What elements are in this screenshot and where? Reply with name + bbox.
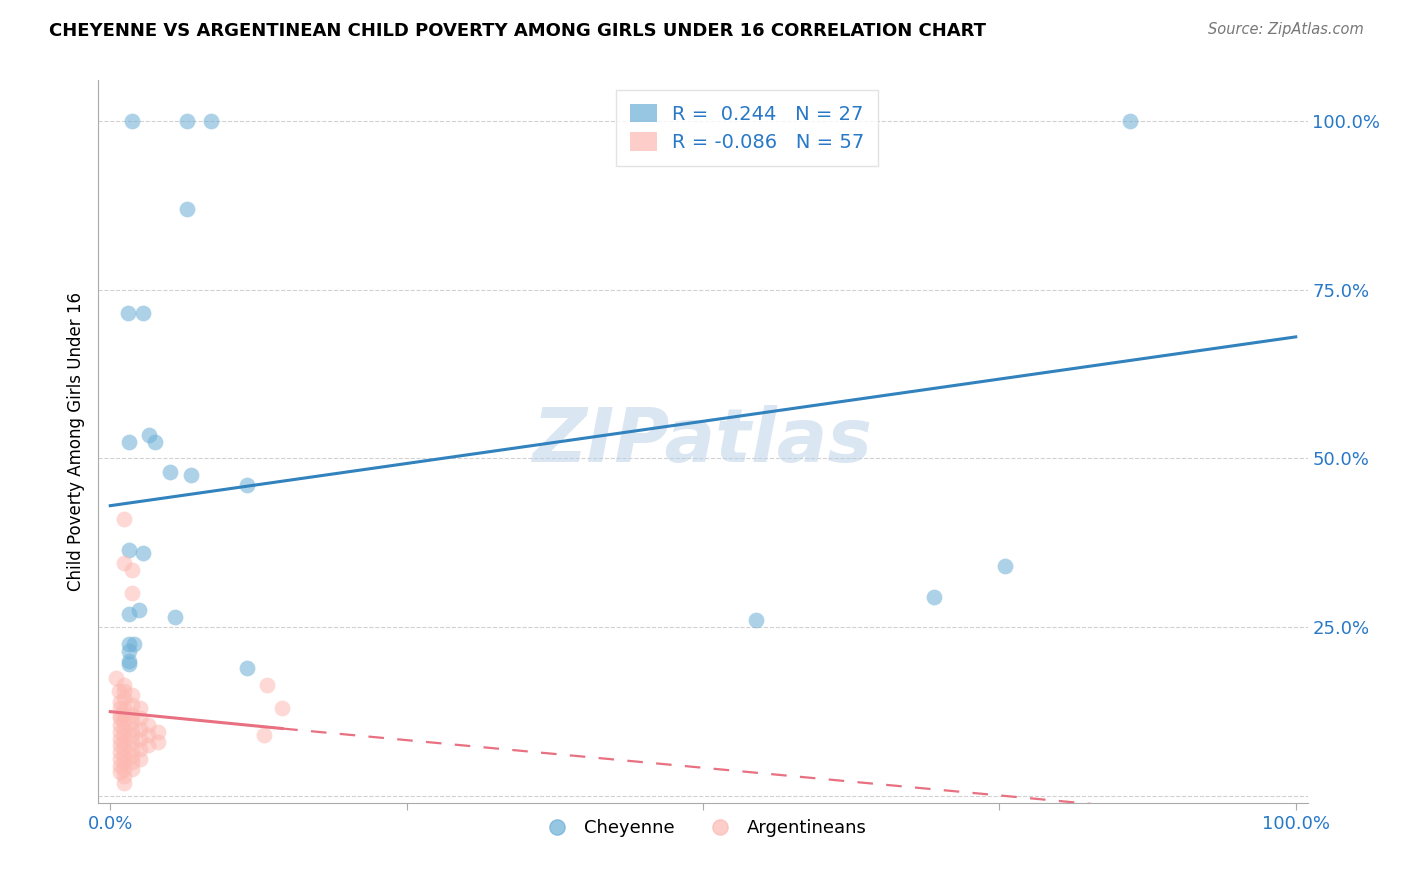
Point: [122, 637, 145, 651]
Point: [180, 468, 202, 483]
Point: [121, 728, 143, 742]
Point: [114, 556, 136, 570]
Point: [108, 765, 131, 780]
Point: [253, 728, 276, 742]
Point: [129, 731, 152, 746]
Point: [159, 465, 181, 479]
Point: [108, 694, 131, 708]
Point: [143, 434, 166, 449]
Point: [121, 698, 143, 712]
Point: [114, 741, 136, 756]
Point: [118, 637, 141, 651]
Point: [114, 691, 136, 706]
Point: [121, 722, 143, 736]
Point: [108, 708, 131, 723]
Point: [235, 478, 257, 492]
Point: [745, 614, 768, 628]
Point: [108, 731, 131, 746]
Point: [165, 610, 187, 624]
Point: [108, 739, 131, 753]
Point: [114, 701, 136, 715]
Point: [114, 512, 136, 526]
Point: [108, 711, 131, 725]
Point: [117, 306, 139, 320]
Point: [114, 775, 136, 789]
Point: [118, 434, 141, 449]
Point: [121, 762, 143, 776]
Point: [118, 607, 141, 621]
Point: [121, 756, 143, 770]
Point: [138, 427, 160, 442]
Point: [129, 711, 152, 725]
Point: [114, 735, 136, 749]
Point: [108, 725, 131, 739]
Legend: Cheyenne, Argentineans: Cheyenne, Argentineans: [531, 812, 875, 845]
Point: [121, 714, 143, 729]
Point: [271, 701, 294, 715]
Point: [114, 684, 136, 698]
Point: [114, 748, 136, 763]
Point: [128, 603, 150, 617]
Point: [129, 722, 152, 736]
Point: [114, 722, 136, 736]
Point: [118, 644, 141, 658]
Point: [114, 769, 136, 783]
Point: [121, 586, 143, 600]
Point: [107, 684, 129, 698]
Point: [121, 113, 143, 128]
Point: [146, 725, 169, 739]
Text: ZIPatlas: ZIPatlas: [533, 405, 873, 478]
Point: [118, 657, 141, 672]
Point: [121, 688, 143, 702]
Point: [994, 559, 1017, 574]
Text: CHEYENNE VS ARGENTINEAN CHILD POVERTY AMONG GIRLS UNDER 16 CORRELATION CHART: CHEYENNE VS ARGENTINEAN CHILD POVERTY AM…: [49, 22, 986, 40]
Point: [121, 563, 143, 577]
Point: [146, 735, 169, 749]
Point: [136, 718, 159, 732]
Point: [114, 678, 136, 692]
Point: [176, 202, 198, 216]
Point: [121, 748, 143, 763]
Point: [108, 758, 131, 772]
Point: [114, 756, 136, 770]
Point: [129, 701, 152, 715]
Point: [132, 546, 155, 560]
Point: [108, 701, 131, 715]
Point: [114, 728, 136, 742]
Point: [922, 590, 945, 604]
Point: [200, 113, 222, 128]
Point: [136, 739, 159, 753]
Point: [114, 708, 136, 723]
Y-axis label: Child Poverty Among Girls Under 16: Child Poverty Among Girls Under 16: [66, 292, 84, 591]
Point: [121, 735, 143, 749]
Point: [118, 654, 141, 668]
Point: [118, 542, 141, 557]
Point: [121, 741, 143, 756]
Text: Source: ZipAtlas.com: Source: ZipAtlas.com: [1208, 22, 1364, 37]
Point: [129, 741, 152, 756]
Point: [108, 745, 131, 759]
Point: [176, 113, 198, 128]
Point: [108, 752, 131, 766]
Point: [108, 718, 131, 732]
Point: [121, 708, 143, 723]
Point: [129, 752, 152, 766]
Point: [235, 661, 257, 675]
Point: [1119, 113, 1142, 128]
Point: [105, 671, 128, 685]
Point: [114, 762, 136, 776]
Point: [256, 678, 278, 692]
Point: [132, 306, 155, 320]
Point: [136, 728, 159, 742]
Point: [114, 714, 136, 729]
